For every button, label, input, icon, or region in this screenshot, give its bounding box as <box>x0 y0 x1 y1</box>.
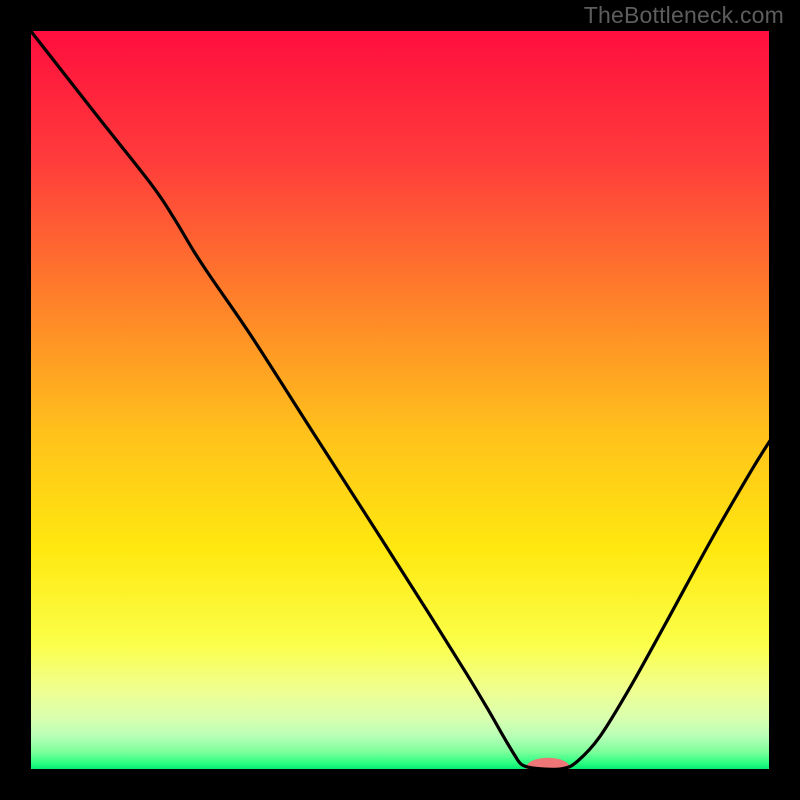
chart-svg <box>0 0 800 800</box>
gradient-background <box>30 30 770 770</box>
chart-root: { "attribution": "TheBottleneck.com", "c… <box>0 0 800 800</box>
attribution-label: TheBottleneck.com <box>584 2 784 29</box>
